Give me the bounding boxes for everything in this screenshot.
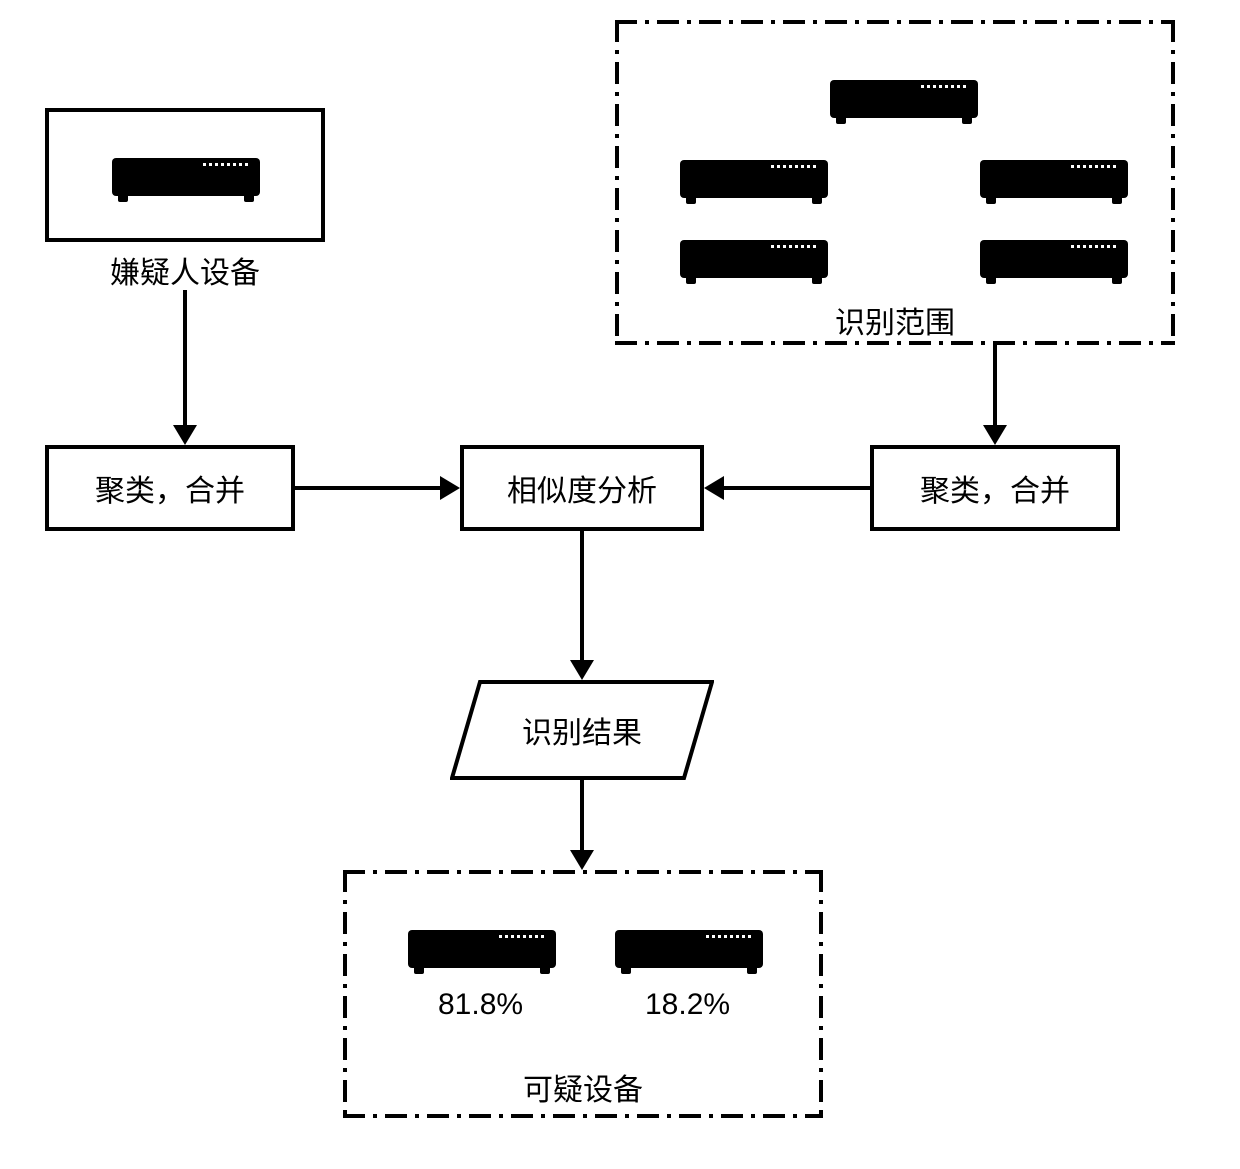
output-device-1-pct: 81.8% xyxy=(438,988,523,1022)
edge-clusterleft-to-similarity-head xyxy=(440,476,460,500)
flowchart-canvas: 嫌疑人设备 识别范围 聚类，合并 相似度分析 聚类，合并 识别结果 可疑设备 8… xyxy=(0,0,1240,1169)
scope-device-icon-2 xyxy=(680,160,828,198)
recognition-result-label: 识别结果 xyxy=(450,680,714,780)
scope-device-icon-4 xyxy=(680,240,828,278)
similarity-analysis-box: 相似度分析 xyxy=(460,445,704,531)
cluster-merge-right-label: 聚类，合并 xyxy=(920,466,1070,510)
suspect-device-label: 嫌疑人设备 xyxy=(45,248,325,292)
recognition-result-node: 识别结果 xyxy=(450,680,714,780)
edge-result-to-output xyxy=(580,780,584,853)
cluster-merge-left-label: 聚类，合并 xyxy=(95,466,245,510)
output-device-icon-2 xyxy=(615,930,763,968)
edge-clusterleft-to-similarity xyxy=(295,486,443,490)
cluster-merge-right-box: 聚类，合并 xyxy=(870,445,1120,531)
edge-similarity-to-result-head xyxy=(570,660,594,680)
edge-clusterright-to-similarity-head xyxy=(704,476,724,500)
edge-result-to-output-head xyxy=(570,850,594,870)
similarity-analysis-label: 相似度分析 xyxy=(507,466,657,510)
recognition-scope-label: 识别范围 xyxy=(615,298,1175,342)
edge-suspect-to-cluster-head xyxy=(173,425,197,445)
edge-scope-to-cluster xyxy=(993,345,997,428)
suspicious-devices-label: 可疑设备 xyxy=(343,1065,823,1109)
edge-clusterright-to-similarity xyxy=(722,486,870,490)
cluster-merge-left-box: 聚类，合并 xyxy=(45,445,295,531)
suspect-device-icon xyxy=(112,158,260,196)
scope-device-icon-5 xyxy=(980,240,1128,278)
scope-device-icon-3 xyxy=(980,160,1128,198)
edge-suspect-to-cluster xyxy=(183,290,187,428)
output-device-2-pct: 18.2% xyxy=(645,988,730,1022)
edge-scope-to-cluster-head xyxy=(983,425,1007,445)
output-device-icon-1 xyxy=(408,930,556,968)
scope-device-icon-1 xyxy=(830,80,978,118)
edge-similarity-to-result xyxy=(580,531,584,663)
